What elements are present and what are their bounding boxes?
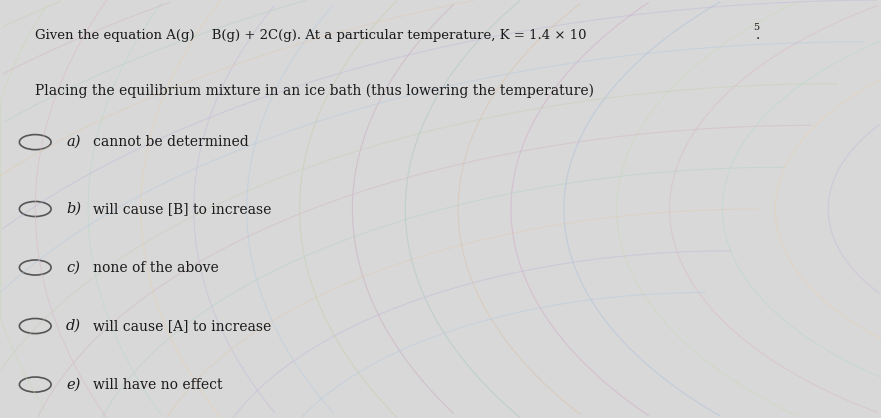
Text: b): b) (66, 202, 81, 216)
Text: will cause [A] to increase: will cause [A] to increase (93, 319, 270, 333)
Text: c): c) (66, 260, 80, 275)
Text: cannot be determined: cannot be determined (93, 135, 248, 149)
Text: e): e) (66, 377, 80, 392)
Text: will have no effect: will have no effect (93, 377, 222, 392)
Text: none of the above: none of the above (93, 260, 218, 275)
Text: a): a) (66, 135, 80, 149)
Text: will cause [B] to increase: will cause [B] to increase (93, 202, 270, 216)
Text: Given the equation A(g)    B(g) + 2C(g). At a particular temperature, K = 1.4 × : Given the equation A(g) B(g) + 2C(g). At… (35, 29, 587, 42)
Text: d): d) (66, 319, 81, 333)
Text: Placing the equilibrium mixture in an ice bath (thus lowering the temperature): Placing the equilibrium mixture in an ic… (35, 84, 595, 98)
Text: .: . (756, 29, 760, 42)
Text: 5: 5 (753, 23, 759, 32)
